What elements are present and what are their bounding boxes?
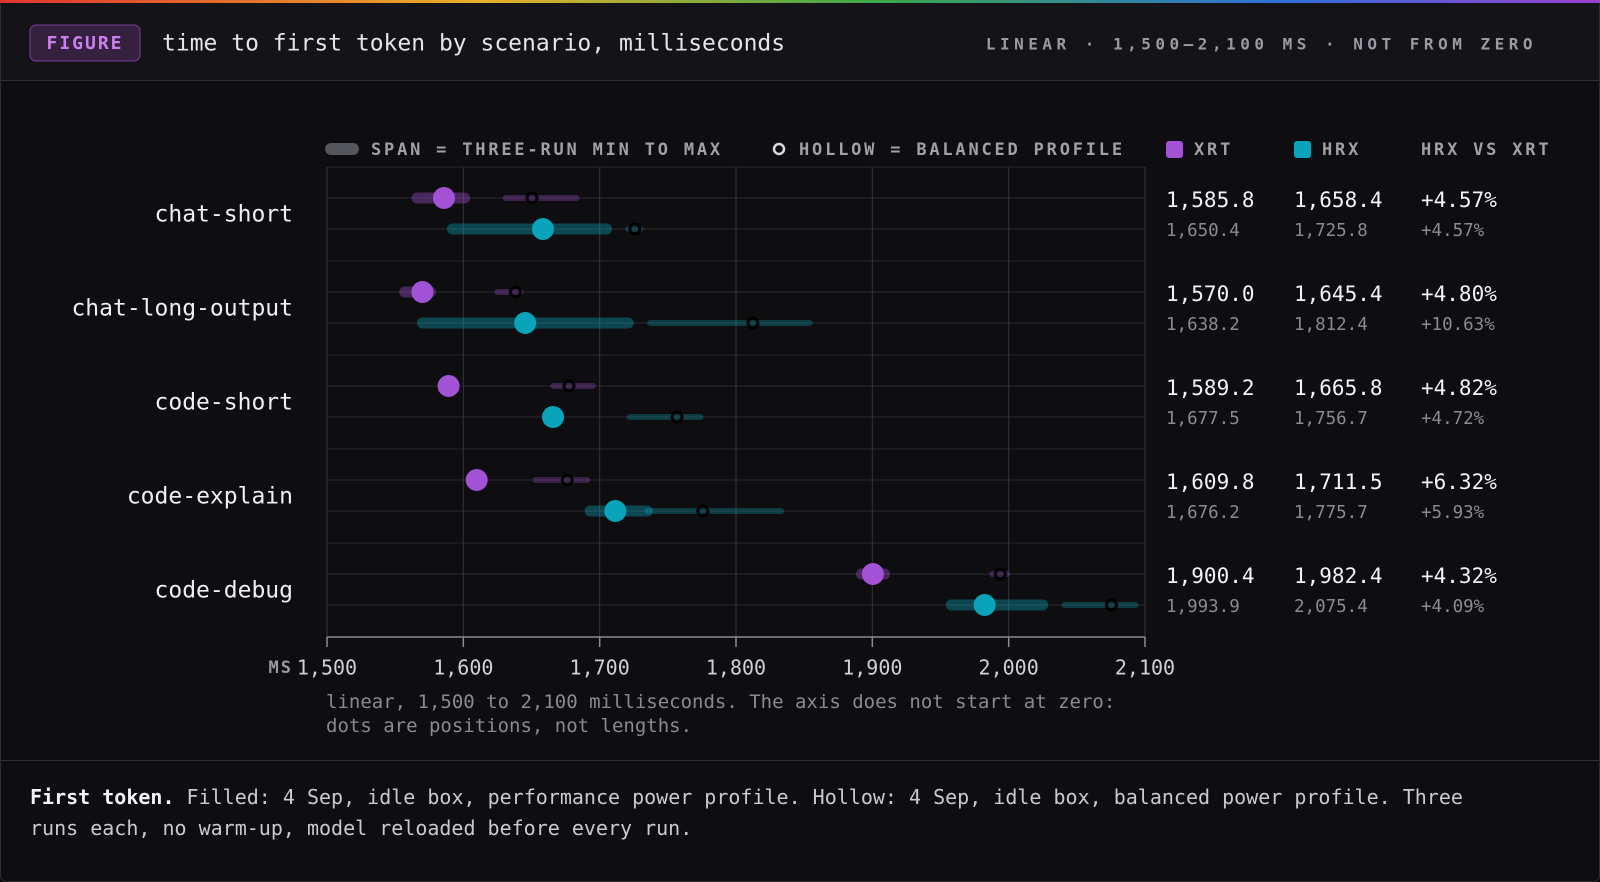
- x-tick-label: 1,700: [570, 656, 630, 680]
- table-value: 1,711.5: [1294, 470, 1383, 494]
- caption: First token. Filled: 4 Sep, idle box, pe…: [30, 782, 1490, 844]
- header-bg: [1, 1, 1599, 80]
- legend-label: HRX VS XRT: [1421, 140, 1551, 160]
- category-label: chat-short: [155, 202, 293, 228]
- rainbow-bar: [0, 0, 1600, 3]
- table-value: 1,665.8: [1294, 376, 1383, 400]
- table-diff: +4.32%: [1421, 564, 1497, 588]
- legend-span-swatch: [325, 143, 359, 155]
- balanced-dot: [508, 285, 522, 299]
- chart-title: time to first token by scenario, millise…: [162, 31, 785, 57]
- performance-dot: [531, 218, 554, 240]
- balanced-dot: [562, 379, 576, 393]
- balanced-dot: [525, 191, 539, 205]
- legend-hollow: HOLLOW = BALANCED PROFILE: [799, 140, 1125, 160]
- table-diff-balanced: +4.57%: [1421, 221, 1485, 241]
- performance-dot: [861, 563, 884, 585]
- table-value: 1,982.4: [1294, 564, 1383, 588]
- performance-dot: [514, 312, 537, 334]
- performance-dot: [542, 406, 565, 428]
- table-value: 1,589.2: [1166, 376, 1255, 400]
- category-label: code-debug: [155, 578, 293, 604]
- badge: [29, 24, 141, 62]
- balanced-dot: [696, 504, 710, 518]
- table-value: 1,609.8: [1166, 470, 1255, 494]
- table-diff-balanced: +10.63%: [1421, 315, 1495, 335]
- table-value: 1,900.4: [1166, 564, 1255, 588]
- scale-note: LINEAR · 1,500–2,100 MS · NOT FROM ZERO: [986, 35, 1537, 54]
- legend-span: SPAN = THREE-RUN MIN TO MAX: [371, 140, 723, 160]
- balanced-dot: [628, 222, 642, 236]
- balanced-dot: [993, 567, 1007, 581]
- x-tick-label: 1,800: [706, 656, 766, 680]
- category-label: code-short: [155, 390, 293, 416]
- table-diff: +4.82%: [1421, 376, 1497, 400]
- table-value: 1,645.4: [1294, 282, 1383, 306]
- table-diff-balanced: +4.72%: [1421, 409, 1485, 429]
- category-label: code-explain: [127, 484, 293, 510]
- table-diff-balanced: +5.93%: [1421, 503, 1485, 523]
- table-balanced: 1,756.7: [1294, 409, 1368, 429]
- performance-dot: [973, 594, 996, 616]
- category-label: chat-long-output: [71, 296, 293, 322]
- performance-dot: [604, 500, 627, 522]
- table-balanced: 1,638.2: [1166, 315, 1240, 335]
- table-diff-balanced: +4.09%: [1421, 597, 1485, 617]
- table-balanced: 1,725.8: [1294, 221, 1368, 241]
- table-diff: +4.57%: [1421, 188, 1497, 212]
- table-balanced: 1,677.5: [1166, 409, 1240, 429]
- legend-swatch: [1166, 141, 1183, 158]
- table-value: 1,570.0: [1166, 282, 1255, 306]
- performance-dot: [411, 281, 434, 303]
- performance-dot: [432, 187, 455, 209]
- x-tick-label: 2,100: [1115, 656, 1175, 680]
- x-axis-label: MS: [269, 658, 293, 678]
- x-tick-label: 1,500: [297, 656, 357, 680]
- legend-label: HRX: [1322, 140, 1361, 160]
- x-tick-label: 1,600: [433, 656, 493, 680]
- caption-text: Filled: 4 Sep, idle box, performance pow…: [30, 785, 1463, 840]
- balanced-dot: [746, 316, 760, 330]
- balanced-dot: [560, 473, 574, 487]
- table-diff: +4.80%: [1421, 282, 1497, 306]
- balanced-dot: [1104, 598, 1118, 612]
- legend-swatch: [1294, 141, 1311, 158]
- table-balanced: 2,075.4: [1294, 597, 1368, 617]
- badge-label: FIGURE: [46, 33, 123, 54]
- table-balanced: 1,650.4: [1166, 221, 1240, 241]
- table-diff: +6.32%: [1421, 470, 1497, 494]
- table-value: 1,585.8: [1166, 188, 1255, 212]
- caption-lead: First token.: [30, 785, 175, 809]
- x-tick-label: 1,900: [842, 656, 902, 680]
- legend-label: XRT: [1194, 140, 1233, 160]
- axis-note: linear, 1,500 to 2,100 milliseconds. The…: [326, 691, 1116, 737]
- performance-dot: [465, 469, 488, 491]
- balanced-dot: [670, 410, 684, 424]
- table-value: 1,658.4: [1294, 188, 1383, 212]
- table-balanced: 1,812.4: [1294, 315, 1368, 335]
- table-balanced: 1,775.7: [1294, 503, 1368, 523]
- x-tick-label: 2,000: [979, 656, 1039, 680]
- legend-hollow-swatch: [772, 142, 786, 156]
- table-balanced: 1,676.2: [1166, 503, 1240, 523]
- table-balanced: 1,993.9: [1166, 597, 1240, 617]
- performance-dot: [437, 375, 460, 397]
